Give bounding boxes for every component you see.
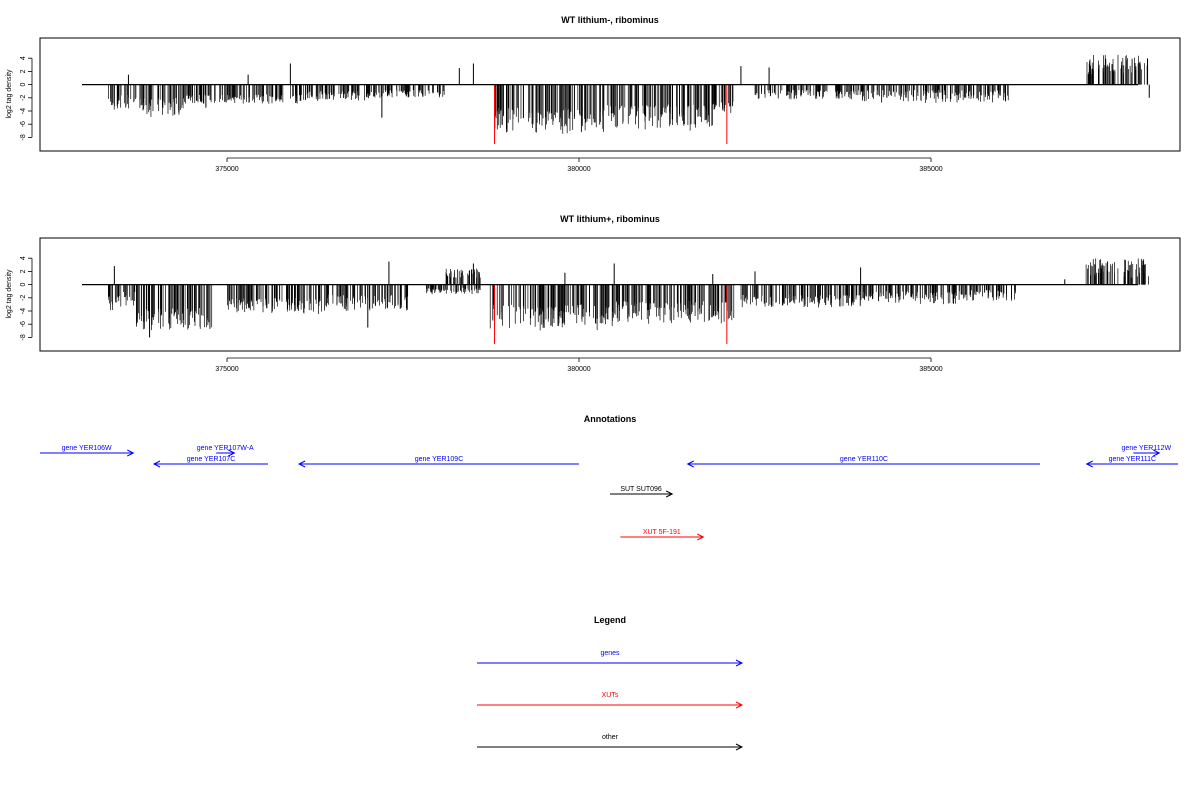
annotation-items: gene YER106W gene YER107W-A gene YER112W ge… (40, 445, 1178, 541)
legend-item: XUTs (477, 692, 744, 709)
annotation-label: gene YER107C (187, 456, 236, 463)
annotation-item: gene YER107C (152, 456, 268, 468)
y-tick-label: -8 (20, 134, 27, 140)
x-axis: 375000 380000 385000 (215, 157, 943, 173)
x-axis: 375000 380000 385000 (215, 357, 943, 373)
annotation-item: gene YER111C (1085, 456, 1178, 468)
annotation-item: gene YER106W (40, 445, 135, 457)
annotation-label: XUT 5F-191 (643, 529, 681, 536)
annotation-label: gene YER111C (1109, 456, 1156, 463)
annotation-item: gene YER107W-A (197, 445, 254, 457)
y-tick-label: 4 (20, 256, 27, 260)
arrow-head-icon (1085, 460, 1093, 468)
y-tick-label: -4 (20, 308, 27, 314)
plot-frame (39, 37, 1181, 152)
arrow-head-icon (735, 659, 744, 667)
annotations-title: Annotations (584, 414, 637, 424)
plot-frame (39, 237, 1181, 352)
y-tick-label: -2 (20, 295, 27, 301)
panel-title: WT lithium-, ribominus (561, 15, 659, 25)
y-tick-label: 2 (20, 69, 27, 73)
legend-label: XUTs (602, 692, 619, 699)
annotation-item: gene YER112W (1122, 445, 1172, 457)
arrow-head-icon (1153, 449, 1161, 457)
track-panel-lithium-minus: WT lithium-, ribominus log2 tag density … (6, 15, 1181, 173)
y-axis-label: log2 tag density (6, 69, 13, 119)
arrow-head-icon (697, 533, 705, 541)
annotations-section: Annotations gene YER106W gene YER107W-A ge… (40, 414, 1178, 541)
legend-label: genes (600, 650, 620, 657)
track-panel-lithium-plus: WT lithium+, ribominus log2 tag density … (6, 214, 1181, 373)
annotation-item: SUT SUT096 (610, 486, 674, 498)
y-tick-label: 4 (20, 56, 27, 60)
annotation-label: gene YER110C (840, 456, 888, 463)
annotation-label: gene YER106W (62, 445, 112, 452)
bar-series (107, 54, 1150, 144)
y-tick-label: 2 (20, 269, 27, 273)
annotation-item: gene YER110C (686, 456, 1041, 468)
arrow-head-icon (665, 490, 674, 498)
legend-items: genes XUTs other (477, 650, 744, 751)
legend-item: other (477, 734, 744, 751)
legend-section: Legend genes XUTs other (477, 615, 744, 751)
x-tick-label: 385000 (919, 166, 942, 173)
y-tick-label: 0 (20, 283, 27, 287)
legend-label: other (602, 734, 619, 741)
y-axis: 4 2 0 -2 -4 -6 -8 (20, 256, 33, 341)
arrow-head-icon (297, 460, 306, 468)
x-tick-label: 385000 (919, 366, 942, 373)
y-tick-label: -4 (20, 108, 27, 114)
arrow-head-icon (228, 449, 236, 457)
y-tick-label: -2 (20, 95, 27, 101)
y-tick-label: -8 (20, 334, 27, 340)
arrow-head-icon (127, 449, 135, 457)
annotation-label: gene YER112W (1122, 445, 1172, 452)
y-axis-label: log2 tag density (6, 269, 13, 319)
x-tick-label: 375000 (215, 366, 238, 373)
arrow-head-icon (735, 701, 744, 709)
annotation-label: SUT SUT096 (620, 486, 662, 493)
annotation-item: XUT 5F-191 (620, 529, 705, 541)
y-tick-label: -6 (20, 321, 27, 327)
bar-series (108, 258, 1149, 344)
legend-title: Legend (594, 615, 626, 625)
annotation-item: gene YER109C (297, 456, 579, 468)
legend-item: genes (477, 650, 744, 667)
y-axis: 4 2 0 -2 -4 -6 -8 (20, 56, 33, 141)
y-tick-label: 0 (20, 83, 27, 87)
arrow-head-icon (735, 743, 744, 751)
annotation-label: gene YER107W-A (197, 445, 254, 452)
annotation-label: gene YER109C (415, 456, 464, 463)
y-tick-label: -6 (20, 121, 27, 127)
panel-title: WT lithium+, ribominus (560, 214, 660, 224)
x-tick-label: 380000 (567, 366, 590, 373)
x-tick-label: 380000 (567, 166, 590, 173)
x-tick-label: 375000 (215, 166, 238, 173)
arrow-head-icon (686, 460, 694, 468)
arrow-head-icon (152, 460, 161, 468)
